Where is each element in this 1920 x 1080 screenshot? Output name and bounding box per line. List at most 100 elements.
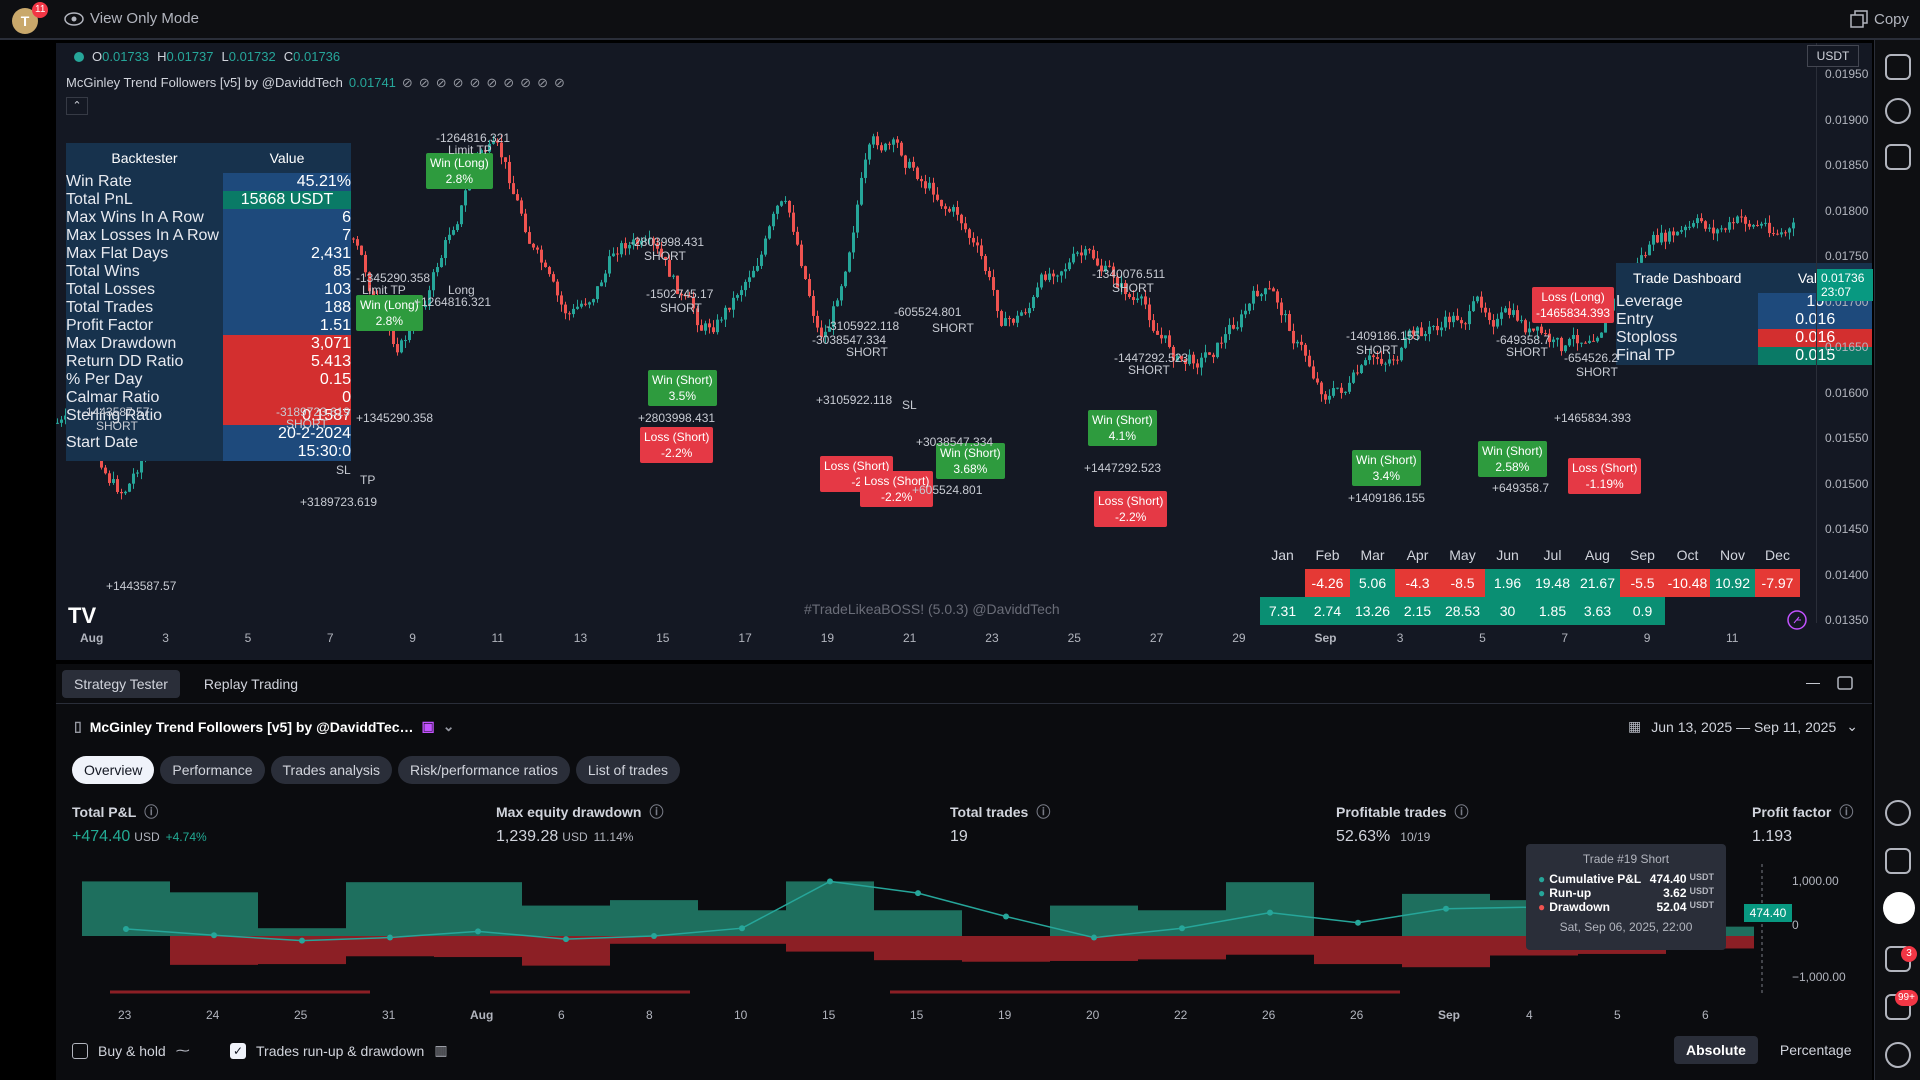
stat-title: Total trades ⓘ	[950, 802, 1050, 822]
candle-body	[624, 243, 627, 249]
target-icon[interactable]	[1885, 800, 1911, 826]
month-return-cell: 13.26	[1350, 597, 1395, 625]
replay-icon[interactable]	[1786, 609, 1808, 631]
alert-clock-icon[interactable]	[1885, 98, 1911, 124]
candle-body	[1016, 315, 1019, 323]
cumulative-pnl-point	[739, 925, 745, 932]
date-tick: 13	[573, 631, 588, 645]
subtab-trades-analysis[interactable]: Trades analysis	[270, 756, 393, 784]
candle-body	[132, 473, 135, 484]
candle-body	[1584, 342, 1587, 344]
chat-icon[interactable]	[1885, 144, 1911, 170]
candle-body	[936, 194, 939, 200]
strategy-selector[interactable]: ▯ McGinley Trend Followers [v5] by @Davi…	[74, 718, 455, 735]
price-tick: 0.01600	[1825, 385, 1869, 400]
candle-body	[512, 183, 515, 195]
info-icon: ⓘ	[144, 804, 159, 820]
buy-hold-toggle[interactable]: Buy & hold ⁓	[72, 1042, 190, 1059]
candle-body	[532, 243, 535, 248]
info-icon: ⓘ	[1036, 804, 1051, 820]
candle-body	[1040, 274, 1043, 288]
candle-body	[1408, 330, 1411, 338]
month-return-cell: -7.97	[1755, 569, 1800, 597]
candle-body	[904, 155, 907, 168]
candle-body	[1760, 223, 1763, 226]
tester-tab-bar: Strategy Tester Replay Trading	[56, 664, 1872, 704]
absolute-button[interactable]: Absolute	[1674, 1036, 1758, 1064]
runup-drawdown-toggle[interactable]: ✓ Trades run-up & drawdown ▥	[230, 1042, 448, 1059]
subtab-performance[interactable]: Performance	[160, 756, 265, 784]
equity-x-tick: 26	[1350, 1008, 1364, 1022]
candle-body	[1124, 283, 1127, 295]
month-header: Jun	[1496, 547, 1519, 563]
info-icon: ⓘ	[1454, 804, 1469, 820]
candle-body	[828, 327, 831, 332]
price-chart[interactable]: O0.01733 H0.01737 L0.01732 C0.01736 McGi…	[56, 43, 1873, 660]
currency-select[interactable]: USDT	[1807, 45, 1859, 67]
candle-body	[672, 275, 675, 277]
candle-body	[1224, 334, 1227, 343]
candle-body	[808, 279, 811, 296]
candle-body	[760, 254, 763, 266]
tab-strategy-tester[interactable]: Strategy Tester	[62, 669, 180, 698]
price-tick: 0.01500	[1825, 476, 1869, 491]
cumulative-pnl-point	[1003, 913, 1009, 920]
collapse-legend-button[interactable]: ⌃	[66, 97, 88, 115]
candle-body	[1468, 311, 1471, 325]
candle-body	[652, 238, 655, 244]
candle-body	[1576, 335, 1579, 344]
open-label: O	[92, 49, 103, 64]
candle-body	[1532, 328, 1535, 331]
candle-body	[1136, 298, 1139, 301]
copy-button[interactable]: Copy	[1850, 10, 1909, 28]
candle-body	[1600, 332, 1603, 338]
trade-annotation: +1443587.57	[106, 579, 177, 593]
date-range-selector[interactable]: ▦ Jun 13, 2025 — Sep 11, 2025 ⌄	[1628, 718, 1858, 735]
candle-body	[436, 267, 439, 273]
candle-body	[1424, 333, 1427, 337]
date-axis[interactable]: Aug 3 5 7 9 11 13 15 17 19 21 23 25 27 29 Sep 3 5 7 9 11	[56, 631, 1816, 655]
apps-grid-icon[interactable]	[1883, 892, 1915, 924]
low-label: L	[221, 49, 229, 64]
trade-annotation: +3038547.334	[916, 435, 994, 449]
watchlist-icon[interactable]	[1885, 54, 1911, 80]
backtester-row: Profit Factor 1.51	[66, 317, 351, 335]
maximize-icon[interactable]	[1836, 674, 1854, 692]
trade-annotation: -654526.2	[1564, 351, 1619, 365]
month-return-cell: -4.3	[1395, 569, 1440, 597]
runup-checkbox[interactable]: ✓	[230, 1042, 246, 1059]
drawdown-bar	[1226, 936, 1314, 955]
calendar-icon[interactable]	[1885, 848, 1911, 874]
help-icon[interactable]	[1885, 1042, 1911, 1068]
minimize-icon[interactable]: —	[1806, 674, 1820, 690]
candle-body	[1268, 288, 1271, 290]
stat-block: Max equity drawdown ⓘ 1,239.28 USD 11.14%	[496, 802, 663, 846]
candle-body	[136, 472, 139, 474]
candle-body	[1452, 315, 1455, 323]
tooltip-label: Cumulative P&L	[1549, 872, 1642, 886]
percentage-button[interactable]: Percentage	[1779, 1042, 1852, 1058]
candle-body	[508, 161, 511, 184]
candle-body	[892, 139, 895, 145]
tab-replay-trading[interactable]: Replay Trading	[203, 675, 299, 692]
candle-body	[1296, 341, 1299, 344]
candle-body	[668, 259, 671, 277]
candle-body	[780, 201, 783, 206]
drawdown-bar	[434, 936, 522, 958]
month-return-cell: 28.53	[1440, 597, 1485, 625]
subtab-list-of-trades[interactable]: List of trades	[575, 756, 681, 784]
subtab-risk-performance-ratios[interactable]: Risk/performance ratios	[398, 756, 570, 784]
candle-body	[868, 144, 871, 160]
buy-hold-checkbox[interactable]	[72, 1042, 88, 1059]
date-tick: 7	[1561, 631, 1569, 645]
cumulative-pnl-point	[211, 932, 217, 939]
candle-body	[372, 291, 375, 297]
view-only-mode[interactable]: View Only Mode	[64, 10, 199, 27]
candle-body	[1100, 265, 1103, 272]
subtab-overview[interactable]: Overview	[72, 756, 155, 784]
indicator-legend[interactable]: McGinley Trend Followers [v5] by @Davidd…	[66, 75, 571, 91]
backtester-metric: Start Date	[66, 425, 223, 461]
candle-body	[1232, 324, 1235, 329]
candle-body	[1508, 308, 1511, 315]
price-axis[interactable]: USDT 0.01950 0.01900 0.01850 0.01800 0.01750…	[1807, 43, 1873, 627]
